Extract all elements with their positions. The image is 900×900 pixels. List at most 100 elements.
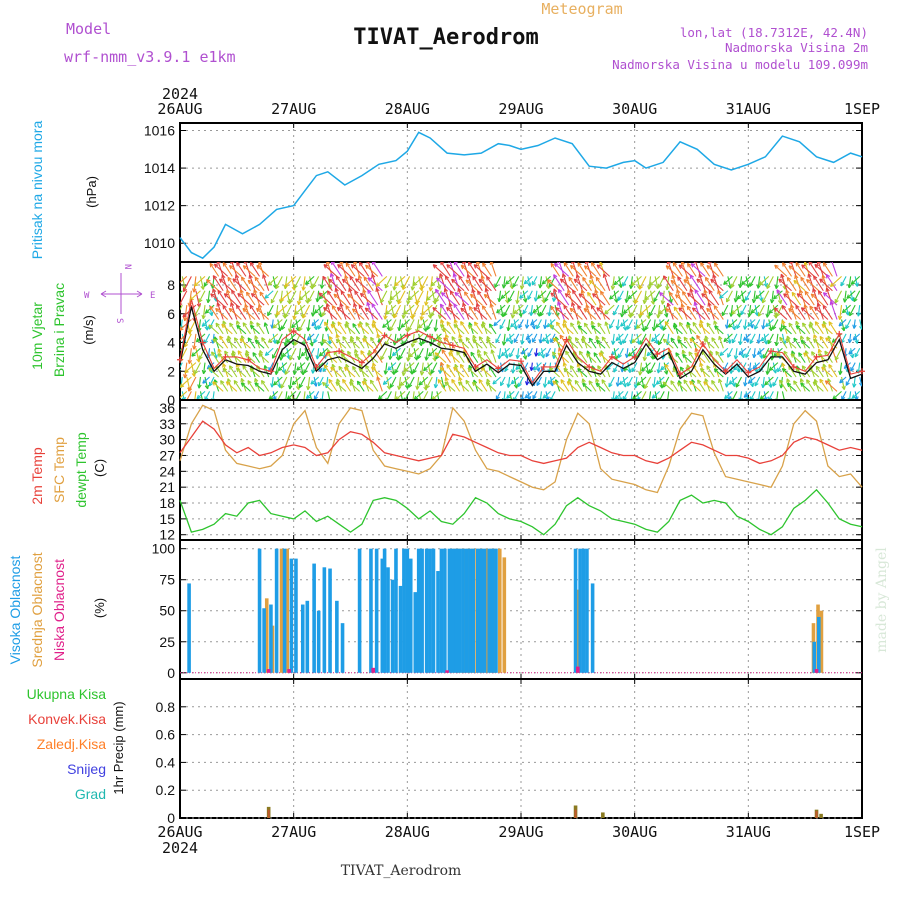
wind-arrow <box>582 382 592 392</box>
wind-arrow-head <box>298 383 303 389</box>
wind-arrow-head <box>436 342 442 347</box>
wind-arrow <box>640 376 645 389</box>
wind-arrow-head <box>721 311 726 317</box>
wind-arrow <box>365 322 374 335</box>
wind-arrow-head <box>489 262 494 266</box>
wind-arrow <box>618 333 622 345</box>
wind-arrow <box>839 305 843 320</box>
wind-arrow-head <box>547 311 552 317</box>
wind-arrow-head <box>371 273 376 279</box>
wind-arrow <box>195 348 200 363</box>
wind-arrow-head <box>782 262 787 267</box>
wind-arrow <box>418 333 422 346</box>
wind-arrow <box>427 305 432 319</box>
wind-arrow <box>735 376 743 388</box>
wind-arrow-head <box>209 305 214 311</box>
wind-arrow-head <box>317 381 323 387</box>
wind-arrow-head <box>765 313 770 318</box>
wind-arrow-head <box>537 294 542 299</box>
wind-arrow-head <box>289 298 294 304</box>
high-cloud-bar <box>269 604 273 673</box>
high-cloud-bar <box>482 548 487 673</box>
wind-arrow <box>440 262 451 277</box>
wind-arrow <box>311 319 320 327</box>
wind-arrow-head <box>371 323 376 329</box>
wind-arrow-head <box>242 365 247 370</box>
wind-arrow-head <box>699 319 704 325</box>
wind-arrow <box>730 305 733 317</box>
wind-arrow-head <box>662 338 668 344</box>
wind-arrow <box>519 290 529 299</box>
wind-arrow <box>583 322 592 335</box>
wind-arrow-head <box>318 352 324 357</box>
wind-arrow <box>229 265 242 277</box>
wind-arrow <box>204 376 209 390</box>
wind-arrow <box>655 319 665 328</box>
wind-arrow-head <box>781 362 786 367</box>
wind-arrow-head <box>342 336 347 341</box>
wind-gust-marker <box>563 336 570 343</box>
wind-arrow-head <box>571 262 576 264</box>
wind-arrow <box>740 290 745 303</box>
wind-arrow-head <box>619 313 625 318</box>
wind-arrow <box>407 319 415 331</box>
wind-arrow-head <box>706 307 711 313</box>
wind-arrow-head <box>420 284 425 290</box>
wind-arrow-head <box>627 382 632 387</box>
wind-arrow <box>422 376 427 391</box>
wind-arrow <box>730 276 738 288</box>
wind-arrow-head <box>483 293 489 299</box>
wind-arrow-head <box>759 354 764 359</box>
wind-arrow-head <box>357 275 363 280</box>
wind-arrow <box>657 305 661 319</box>
wind-arrow-head <box>775 312 781 317</box>
wind-arrow-head <box>302 314 307 319</box>
wind-arrow-head <box>680 303 685 309</box>
wind-arrow-head <box>564 293 570 298</box>
wind-arrow <box>798 352 806 363</box>
high-cloud-bar <box>390 579 395 673</box>
wind-arrow <box>832 390 842 400</box>
wind-arrow <box>537 347 547 357</box>
wind-arrow-head <box>779 327 784 332</box>
wind-arrow-head <box>595 339 601 345</box>
wind-arrow-head <box>801 264 806 269</box>
wind-gust-marker <box>608 353 615 360</box>
wind-arrow-head <box>456 350 461 356</box>
wind-arrow <box>277 319 281 332</box>
wind-arrow-head <box>561 273 567 278</box>
wind-arrow <box>577 325 588 335</box>
wind-arrow <box>464 291 474 306</box>
wind-arrow <box>453 366 465 378</box>
wind-arrow-head <box>553 288 558 293</box>
wind-arrow <box>291 319 301 329</box>
y-tick-label: 0.2 <box>156 782 176 798</box>
wind-arrow <box>184 362 197 374</box>
wind-arrow-head <box>760 336 766 342</box>
wind-arrow <box>683 279 697 292</box>
wind-arrow <box>289 347 297 361</box>
wind-arrow-head <box>813 334 818 339</box>
wind-arrow-head <box>789 262 794 265</box>
wind-arrow-head <box>765 322 770 328</box>
wind-arrow-head <box>617 353 622 359</box>
wind-arrow <box>781 368 792 378</box>
wind-arrow <box>427 362 432 376</box>
wind-arrow <box>272 391 276 400</box>
wind-arrow <box>210 293 224 306</box>
wind-arrow <box>775 276 779 289</box>
wind-arrow <box>212 288 220 306</box>
wind-arrow-head <box>469 293 475 299</box>
wind-arrow-head <box>250 292 256 298</box>
wind-arrow-head <box>559 334 564 340</box>
wind-arrow-head <box>292 315 297 320</box>
wind-arrow <box>512 276 520 288</box>
wind-arrow-head <box>539 311 544 317</box>
high-cloud-bar <box>398 585 403 673</box>
wind-arrow <box>451 379 461 392</box>
wind-arrow-head <box>694 289 699 294</box>
wind-arrow-head <box>622 326 628 331</box>
wind-arrow <box>546 319 556 328</box>
wind-arrow-head <box>293 341 299 346</box>
wind-arrow-head <box>453 262 458 266</box>
